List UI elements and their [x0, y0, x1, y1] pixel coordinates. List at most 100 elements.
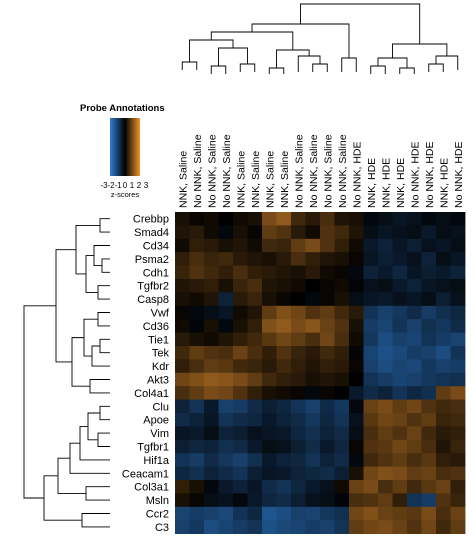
heatmap-cell-clu-18	[421, 399, 437, 414]
heatmap-cell-cd34-12	[334, 238, 350, 253]
heatmap-cell-apoe-16	[392, 413, 408, 427]
heatmap-cell-cdh1-11	[320, 265, 335, 280]
heatmap-cell-cd36-9	[291, 319, 306, 333]
heatmap-cell-crebbp-2	[189, 212, 205, 226]
heatmap-cell-casp8-12	[334, 292, 350, 307]
row-label-vwf: Vwf	[151, 308, 170, 320]
row-dendrogram-link	[101, 258, 110, 273]
heatmap-cell-c3-9	[291, 520, 306, 534]
heatmap-cell-cd34-16	[392, 238, 408, 253]
heatmap-cell-casp8-1	[175, 292, 190, 307]
heatmap-cell-kdr-10	[305, 359, 321, 374]
heatmap-cell-tek-17	[407, 346, 422, 360]
heatmap-cell-hif1a-18	[421, 453, 437, 467]
heatmap-cell-ccr2-16	[392, 506, 408, 521]
row-label-casp8: Casp8	[137, 294, 169, 306]
heatmap-cell-cd34-1	[175, 238, 190, 253]
heatmap-cell-vim-20	[450, 426, 466, 441]
heatmap-cell-tek-10	[305, 346, 321, 360]
heatmap-cell-msln-7	[262, 493, 277, 508]
heatmap-cell-cd36-20	[450, 319, 466, 333]
heatmap-cell-ceacam1-18	[421, 466, 437, 481]
heatmap-cell-vwf-4	[218, 305, 234, 320]
row-dendrogram-link	[91, 345, 110, 367]
heatmap-cell-vim-9	[291, 426, 306, 441]
heatmap-cell-cdh1-8	[276, 265, 292, 280]
heatmap-cell-crebbp-1	[175, 212, 190, 226]
heatmap-cell-col4a1-11	[320, 386, 335, 400]
column-dendrogram-link	[377, 57, 408, 68]
heatmap-cell-vim-4	[218, 426, 234, 441]
heatmap-cell-col3a1-20	[450, 480, 466, 494]
heatmap-cell-tgfbr1-14	[363, 439, 379, 454]
heatmap-cell-apoe-1	[175, 413, 190, 427]
heatmap-cell-casp8-16	[392, 292, 408, 307]
row-label-cd36: Cd36	[143, 321, 169, 333]
heatmap-cell-msln-16	[392, 493, 408, 508]
row-dendrogram-link	[99, 218, 110, 233]
row-label-tgfbr2: Tgfbr2	[137, 281, 169, 293]
heatmap-cell-col4a1-3	[204, 386, 219, 400]
heatmap-cell-cd34-6	[247, 238, 263, 253]
heatmap-cell-crebbp-19	[436, 212, 451, 226]
column-label-7: NNK, Saline	[264, 151, 276, 208]
column-dendrogram-link	[428, 63, 444, 72]
heatmap-cell-vim-10	[305, 426, 321, 441]
heatmap-cell-hif1a-14	[363, 453, 379, 467]
heatmap-cell-apoe-9	[291, 413, 306, 427]
heatmap-cell-tie1-9	[291, 332, 306, 347]
row-label-ccr2: Ccr2	[146, 509, 169, 521]
heatmap-cell-col3a1-11	[320, 480, 335, 494]
heatmap-cell-tgfbr1-19	[436, 439, 451, 454]
heatmap-cell-tgfbr1-20	[450, 439, 466, 454]
heatmap-cell-casp8-18	[421, 292, 437, 307]
heatmap-cell-cd34-8	[276, 238, 292, 253]
heatmap-cell-col3a1-17	[407, 480, 422, 494]
heatmap-cell-msln-4	[218, 493, 234, 508]
heatmap-cell-casp8-15	[378, 292, 393, 307]
row-label-msln: Msln	[146, 495, 169, 507]
heatmap-cell-smad4-13	[349, 225, 364, 240]
heatmap-cell-msln-3	[204, 493, 219, 508]
heatmap-cell-clu-6	[247, 399, 263, 414]
heatmap-cell-vim-16	[392, 426, 408, 441]
heatmap-cell-tie1-6	[247, 332, 263, 347]
heatmap-cell-tgfbr1-18	[421, 439, 437, 454]
heatmap-cell-col4a1-2	[189, 386, 205, 400]
heatmap-cell-smad4-3	[204, 225, 219, 240]
heatmap-cell-vim-18	[421, 426, 437, 441]
heatmap-cell-smad4-4	[218, 225, 234, 240]
row-dendrogram-link	[97, 432, 110, 447]
heatmap-cell-cdh1-18	[421, 265, 437, 280]
heatmap-cell-ceacam1-6	[247, 466, 263, 481]
heatmap-cell-psma2-7	[262, 252, 277, 266]
heatmap-cell-psma2-13	[349, 252, 364, 266]
heatmap-cell-ccr2-7	[262, 506, 277, 521]
heatmap-cell-ceacam1-17	[407, 466, 422, 481]
heatmap-cell-tgfbr2-13	[349, 279, 364, 293]
heatmap-cell-tie1-4	[218, 332, 234, 347]
heatmap-cell-ccr2-11	[320, 506, 335, 521]
heatmap-cell-clu-10	[305, 399, 321, 414]
legend-tick-label: 1	[130, 181, 135, 190]
heatmap-cell-apoe-13	[349, 413, 364, 427]
heatmap-cell-clu-15	[378, 399, 393, 414]
heatmap-cell-cd36-3	[204, 319, 219, 333]
heatmap-cell-ccr2-6	[247, 506, 263, 521]
heatmap-cell-psma2-17	[407, 252, 422, 266]
heatmap-cell-kdr-8	[276, 359, 292, 374]
heatmap-cell-cdh1-15	[378, 265, 393, 280]
heatmap-cell-msln-8	[276, 493, 292, 508]
heatmap-cell-tek-14	[363, 346, 379, 360]
heatmap-cell-smad4-18	[421, 225, 437, 240]
heatmap-cell-psma2-14	[363, 252, 379, 266]
column-label-14: NNK, HDE	[366, 158, 378, 208]
heatmap-cell-kdr-13	[349, 359, 364, 374]
heatmap-cell-tgfbr1-10	[305, 439, 321, 454]
heatmap-cell-ceacam1-10	[305, 466, 321, 481]
column-dendrogram-link	[300, 3, 421, 44]
heatmap-cell-c3-15	[378, 520, 393, 534]
heatmap-cell-c3-1	[175, 520, 190, 534]
legend-color-bar	[110, 118, 140, 176]
